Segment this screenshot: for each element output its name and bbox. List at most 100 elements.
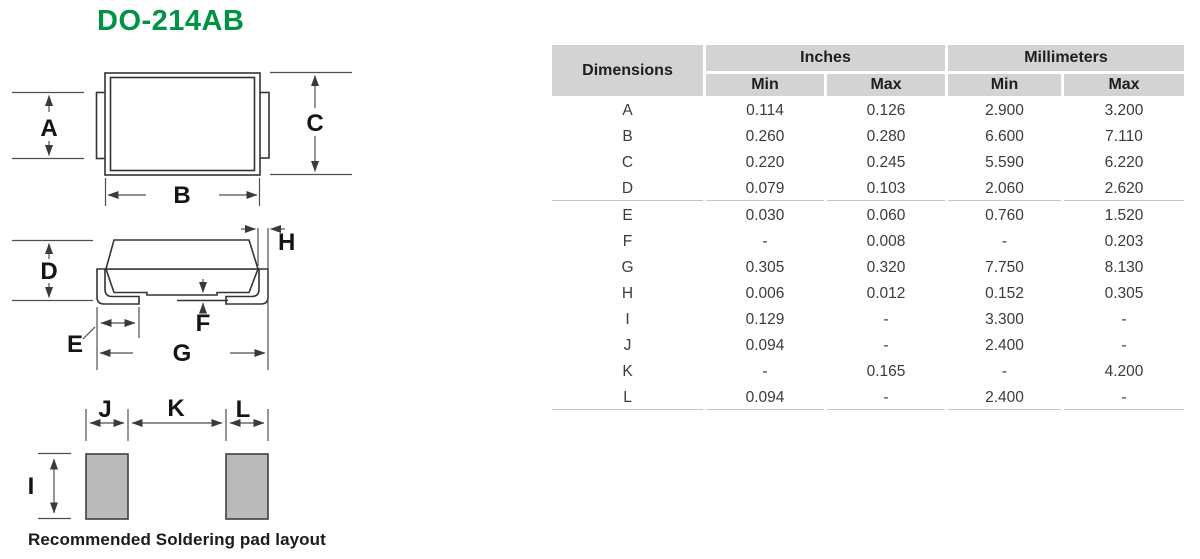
mm-min-cell: 2.060 xyxy=(948,177,1061,201)
mm-max-header: Max xyxy=(1064,74,1184,96)
mm-max-cell: 7.110 xyxy=(1105,127,1143,145)
dimensions-column-header: Dimensions xyxy=(552,45,703,96)
left-lead xyxy=(96,268,140,305)
mm-min-cell: 0.152 xyxy=(985,284,1024,302)
package-left-terminal xyxy=(95,91,107,160)
dimension-cell: G xyxy=(621,258,634,276)
dim-a-label: A xyxy=(40,115,57,142)
inch-max-cell: 0.280 xyxy=(866,127,906,145)
inch-max-header: Max xyxy=(827,74,945,96)
right-lead xyxy=(225,268,269,305)
mm-max-cell: 3.200 xyxy=(1104,101,1144,119)
dimension-cell: E xyxy=(622,206,633,224)
dim-c-annotation: C xyxy=(270,71,352,176)
mm-max-cell: 8.130 xyxy=(1104,258,1144,276)
inch-min-cell: - xyxy=(762,232,768,250)
mm-min-cell: - xyxy=(1001,362,1008,380)
table-row: G 0.305 0.320 7.750 8.130 xyxy=(552,256,1184,279)
mm-max-cell: - xyxy=(1121,336,1127,354)
dim-c-label: C xyxy=(306,110,323,137)
inch-max-cell: - xyxy=(883,336,889,354)
dim-h-label: H xyxy=(278,229,295,256)
mm-min-cell: 0.760 xyxy=(985,206,1024,224)
mm-max-cell: 4.200 xyxy=(1104,362,1144,380)
inch-min-cell: 0.094 xyxy=(706,386,824,410)
inch-max-cell: - xyxy=(883,310,889,328)
dim-i-label: I xyxy=(28,473,35,500)
inch-max-cell: 0.103 xyxy=(827,177,945,201)
leader-line xyxy=(82,326,96,340)
dimensions-table: Dimensions Inches Millimeters Min Max Mi… xyxy=(549,42,1187,413)
dim-g-label: G xyxy=(173,340,192,367)
mm-max-cell: 2.620 xyxy=(1064,177,1184,201)
millimeters-group-header: Millimeters xyxy=(948,45,1184,71)
dim-k-annotation: K xyxy=(131,395,223,427)
mm-min-cell: 2.400 xyxy=(985,336,1024,354)
mm-min-cell: 2.400 xyxy=(948,386,1061,410)
table-row: D 0.079 0.103 2.060 2.620 xyxy=(552,177,1184,201)
mm-min-cell: 3.300 xyxy=(985,310,1024,328)
pad-layout-caption: Recommended Soldering pad layout xyxy=(28,530,326,549)
table-row: F - 0.008 - 0.203 xyxy=(552,230,1184,253)
dim-d-annotation: D xyxy=(12,239,93,302)
inch-max-cell: 0.008 xyxy=(866,232,906,250)
inch-max-cell: 0.126 xyxy=(866,101,906,119)
dim-k-label: K xyxy=(167,395,185,422)
mm-max-cell: 6.220 xyxy=(1104,153,1144,171)
inch-min-cell: 0.094 xyxy=(745,336,785,354)
mm-max-cell: 0.203 xyxy=(1104,232,1144,250)
dim-d-label: D xyxy=(40,258,57,285)
inch-min-cell: 0.006 xyxy=(745,284,785,302)
table-header-row-minmax: Min Max Min Max xyxy=(552,74,1184,96)
inch-min-header: Min xyxy=(706,74,824,96)
package-body-outline xyxy=(104,72,261,176)
inch-min-cell: 0.220 xyxy=(745,153,785,171)
mm-min-cell: 6.600 xyxy=(985,127,1024,145)
inch-min-cell: 0.260 xyxy=(745,127,785,145)
dimension-cell: D xyxy=(552,177,703,201)
dim-g-annotation: G xyxy=(99,340,266,367)
inch-min-cell: 0.030 xyxy=(745,206,785,224)
table-row: C 0.220 0.245 5.590 6.220 xyxy=(552,151,1184,174)
package-title: DO-214AB xyxy=(97,5,245,37)
pad-layout-diagram: J K L I xyxy=(28,395,269,520)
table-row: J 0.094 - 2.400 - xyxy=(552,334,1184,357)
table-row: K - 0.165 - 4.200 xyxy=(552,360,1184,383)
dimension-cell: J xyxy=(623,336,632,354)
table-header-row-units: Dimensions Inches Millimeters xyxy=(552,45,1184,96)
dimension-cell: I xyxy=(625,310,630,328)
table-row: H 0.006 0.012 0.152 0.305 xyxy=(552,282,1184,305)
left-solder-pad xyxy=(85,453,129,520)
body-top-outline xyxy=(104,239,260,270)
dim-e-label: E xyxy=(67,331,83,358)
inch-max-cell: 0.012 xyxy=(866,284,906,302)
inches-group-header: Inches xyxy=(706,45,945,71)
mm-min-cell: 2.900 xyxy=(985,101,1024,119)
mm-max-cell: 1.520 xyxy=(1104,206,1144,224)
inch-max-cell: - xyxy=(827,386,945,410)
dimension-cell: H xyxy=(621,284,634,302)
body-lower-outline xyxy=(104,268,260,296)
inch-max-cell: 0.060 xyxy=(866,206,906,224)
mm-min-cell: - xyxy=(1001,232,1008,250)
dimension-cell: F xyxy=(622,232,633,250)
dim-j-label: J xyxy=(98,396,111,423)
inch-max-cell: 0.245 xyxy=(866,153,906,171)
top-view-diagram: A C B xyxy=(12,71,352,209)
inch-min-cell: 0.305 xyxy=(745,258,785,276)
mechanical-drawing: A C B xyxy=(12,71,352,520)
dimension-cell: B xyxy=(622,127,633,145)
dimension-cell: K xyxy=(622,362,633,380)
inch-min-cell: 0.079 xyxy=(706,177,824,201)
table-row: E 0.030 0.060 0.760 1.520 xyxy=(552,204,1184,227)
mm-min-header: Min xyxy=(948,74,1061,96)
mm-min-cell: 7.750 xyxy=(985,258,1024,276)
dim-a-annotation: A xyxy=(12,91,84,160)
table-row: B 0.260 0.280 6.600 7.110 xyxy=(552,125,1184,148)
mm-min-cell: 5.590 xyxy=(985,153,1024,171)
right-solder-pad xyxy=(225,453,269,520)
inch-min-cell: 0.114 xyxy=(746,101,784,119)
table-row: I 0.129 - 3.300 - xyxy=(552,308,1184,331)
table-row: L 0.094 - 2.400 - xyxy=(552,386,1184,410)
